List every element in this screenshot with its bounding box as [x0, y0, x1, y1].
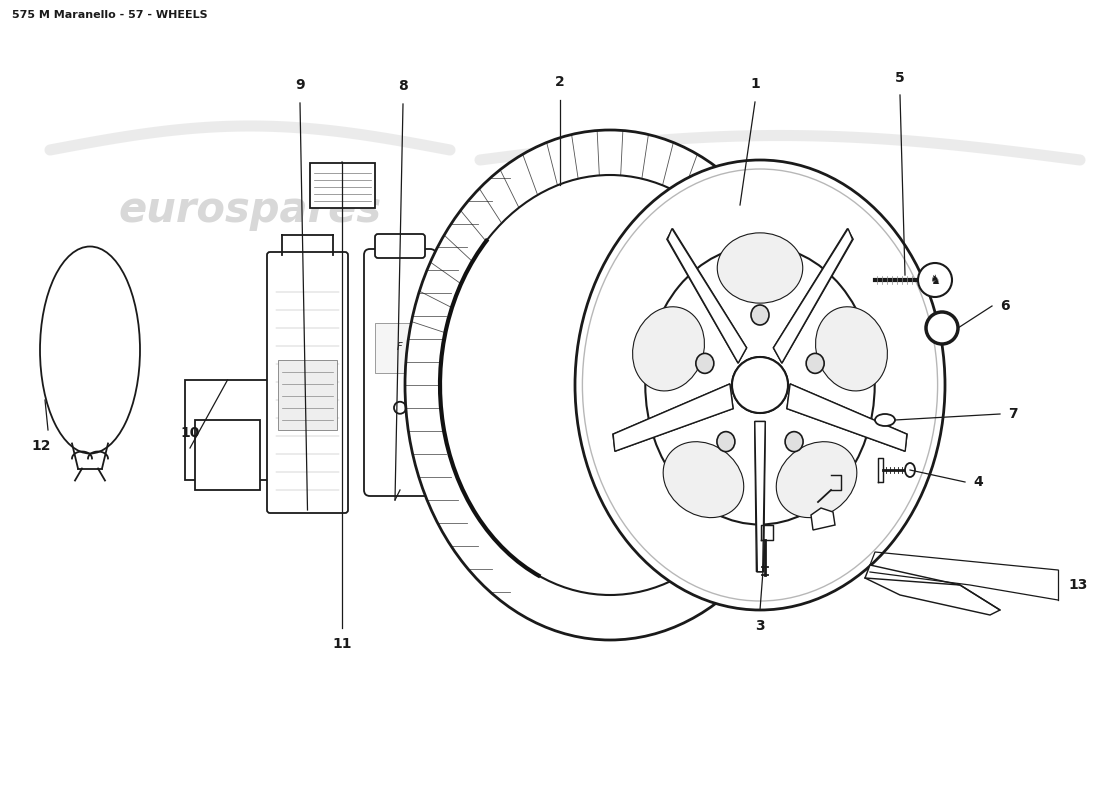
Text: 5: 5: [895, 71, 905, 85]
Text: 4: 4: [974, 475, 982, 489]
Ellipse shape: [440, 175, 780, 595]
Text: 12: 12: [31, 439, 51, 453]
Polygon shape: [786, 384, 908, 451]
Bar: [310, 163, 375, 208]
FancyBboxPatch shape: [364, 249, 436, 496]
Polygon shape: [773, 229, 854, 363]
Polygon shape: [773, 229, 852, 363]
Ellipse shape: [777, 442, 857, 518]
Text: 6: 6: [1000, 299, 1010, 313]
Ellipse shape: [717, 233, 803, 303]
Ellipse shape: [815, 306, 888, 391]
Ellipse shape: [663, 442, 744, 518]
Text: 3: 3: [756, 619, 764, 633]
Polygon shape: [811, 508, 835, 530]
Ellipse shape: [40, 246, 140, 454]
Ellipse shape: [696, 354, 714, 374]
Ellipse shape: [405, 130, 815, 640]
Text: 11: 11: [332, 637, 352, 651]
Ellipse shape: [926, 312, 958, 344]
Polygon shape: [613, 384, 733, 451]
Ellipse shape: [785, 432, 803, 452]
Bar: [185, 380, 270, 480]
Text: 2: 2: [556, 75, 565, 89]
Circle shape: [732, 357, 788, 413]
Polygon shape: [613, 384, 733, 451]
Polygon shape: [755, 422, 766, 572]
Text: 9: 9: [295, 78, 305, 92]
Ellipse shape: [874, 414, 895, 426]
Ellipse shape: [632, 306, 704, 391]
FancyBboxPatch shape: [267, 252, 348, 513]
Text: 8: 8: [398, 79, 408, 93]
Text: 13: 13: [1068, 578, 1088, 592]
Circle shape: [933, 319, 952, 337]
Polygon shape: [786, 384, 906, 451]
FancyBboxPatch shape: [375, 234, 425, 258]
Bar: [375, 322, 425, 373]
Text: 10: 10: [180, 426, 200, 440]
Circle shape: [918, 263, 952, 297]
Text: F: F: [397, 342, 403, 353]
Polygon shape: [755, 422, 766, 572]
Text: 7: 7: [1008, 407, 1018, 421]
Bar: [278, 360, 337, 430]
Polygon shape: [668, 229, 747, 363]
Circle shape: [732, 357, 788, 413]
Polygon shape: [865, 565, 1000, 615]
Ellipse shape: [806, 354, 824, 374]
Circle shape: [394, 402, 406, 414]
Ellipse shape: [905, 463, 915, 477]
Text: ♞: ♞: [930, 274, 940, 286]
Ellipse shape: [717, 432, 735, 452]
Ellipse shape: [575, 160, 945, 610]
Text: eurospares: eurospares: [569, 219, 832, 261]
Text: 1: 1: [750, 77, 760, 91]
Text: 575 M Maranello - 57 - WHEELS: 575 M Maranello - 57 - WHEELS: [12, 10, 208, 20]
Text: eurospares: eurospares: [119, 189, 382, 231]
Ellipse shape: [751, 305, 769, 325]
Polygon shape: [667, 229, 747, 363]
Ellipse shape: [646, 246, 874, 525]
Bar: [195, 420, 260, 490]
